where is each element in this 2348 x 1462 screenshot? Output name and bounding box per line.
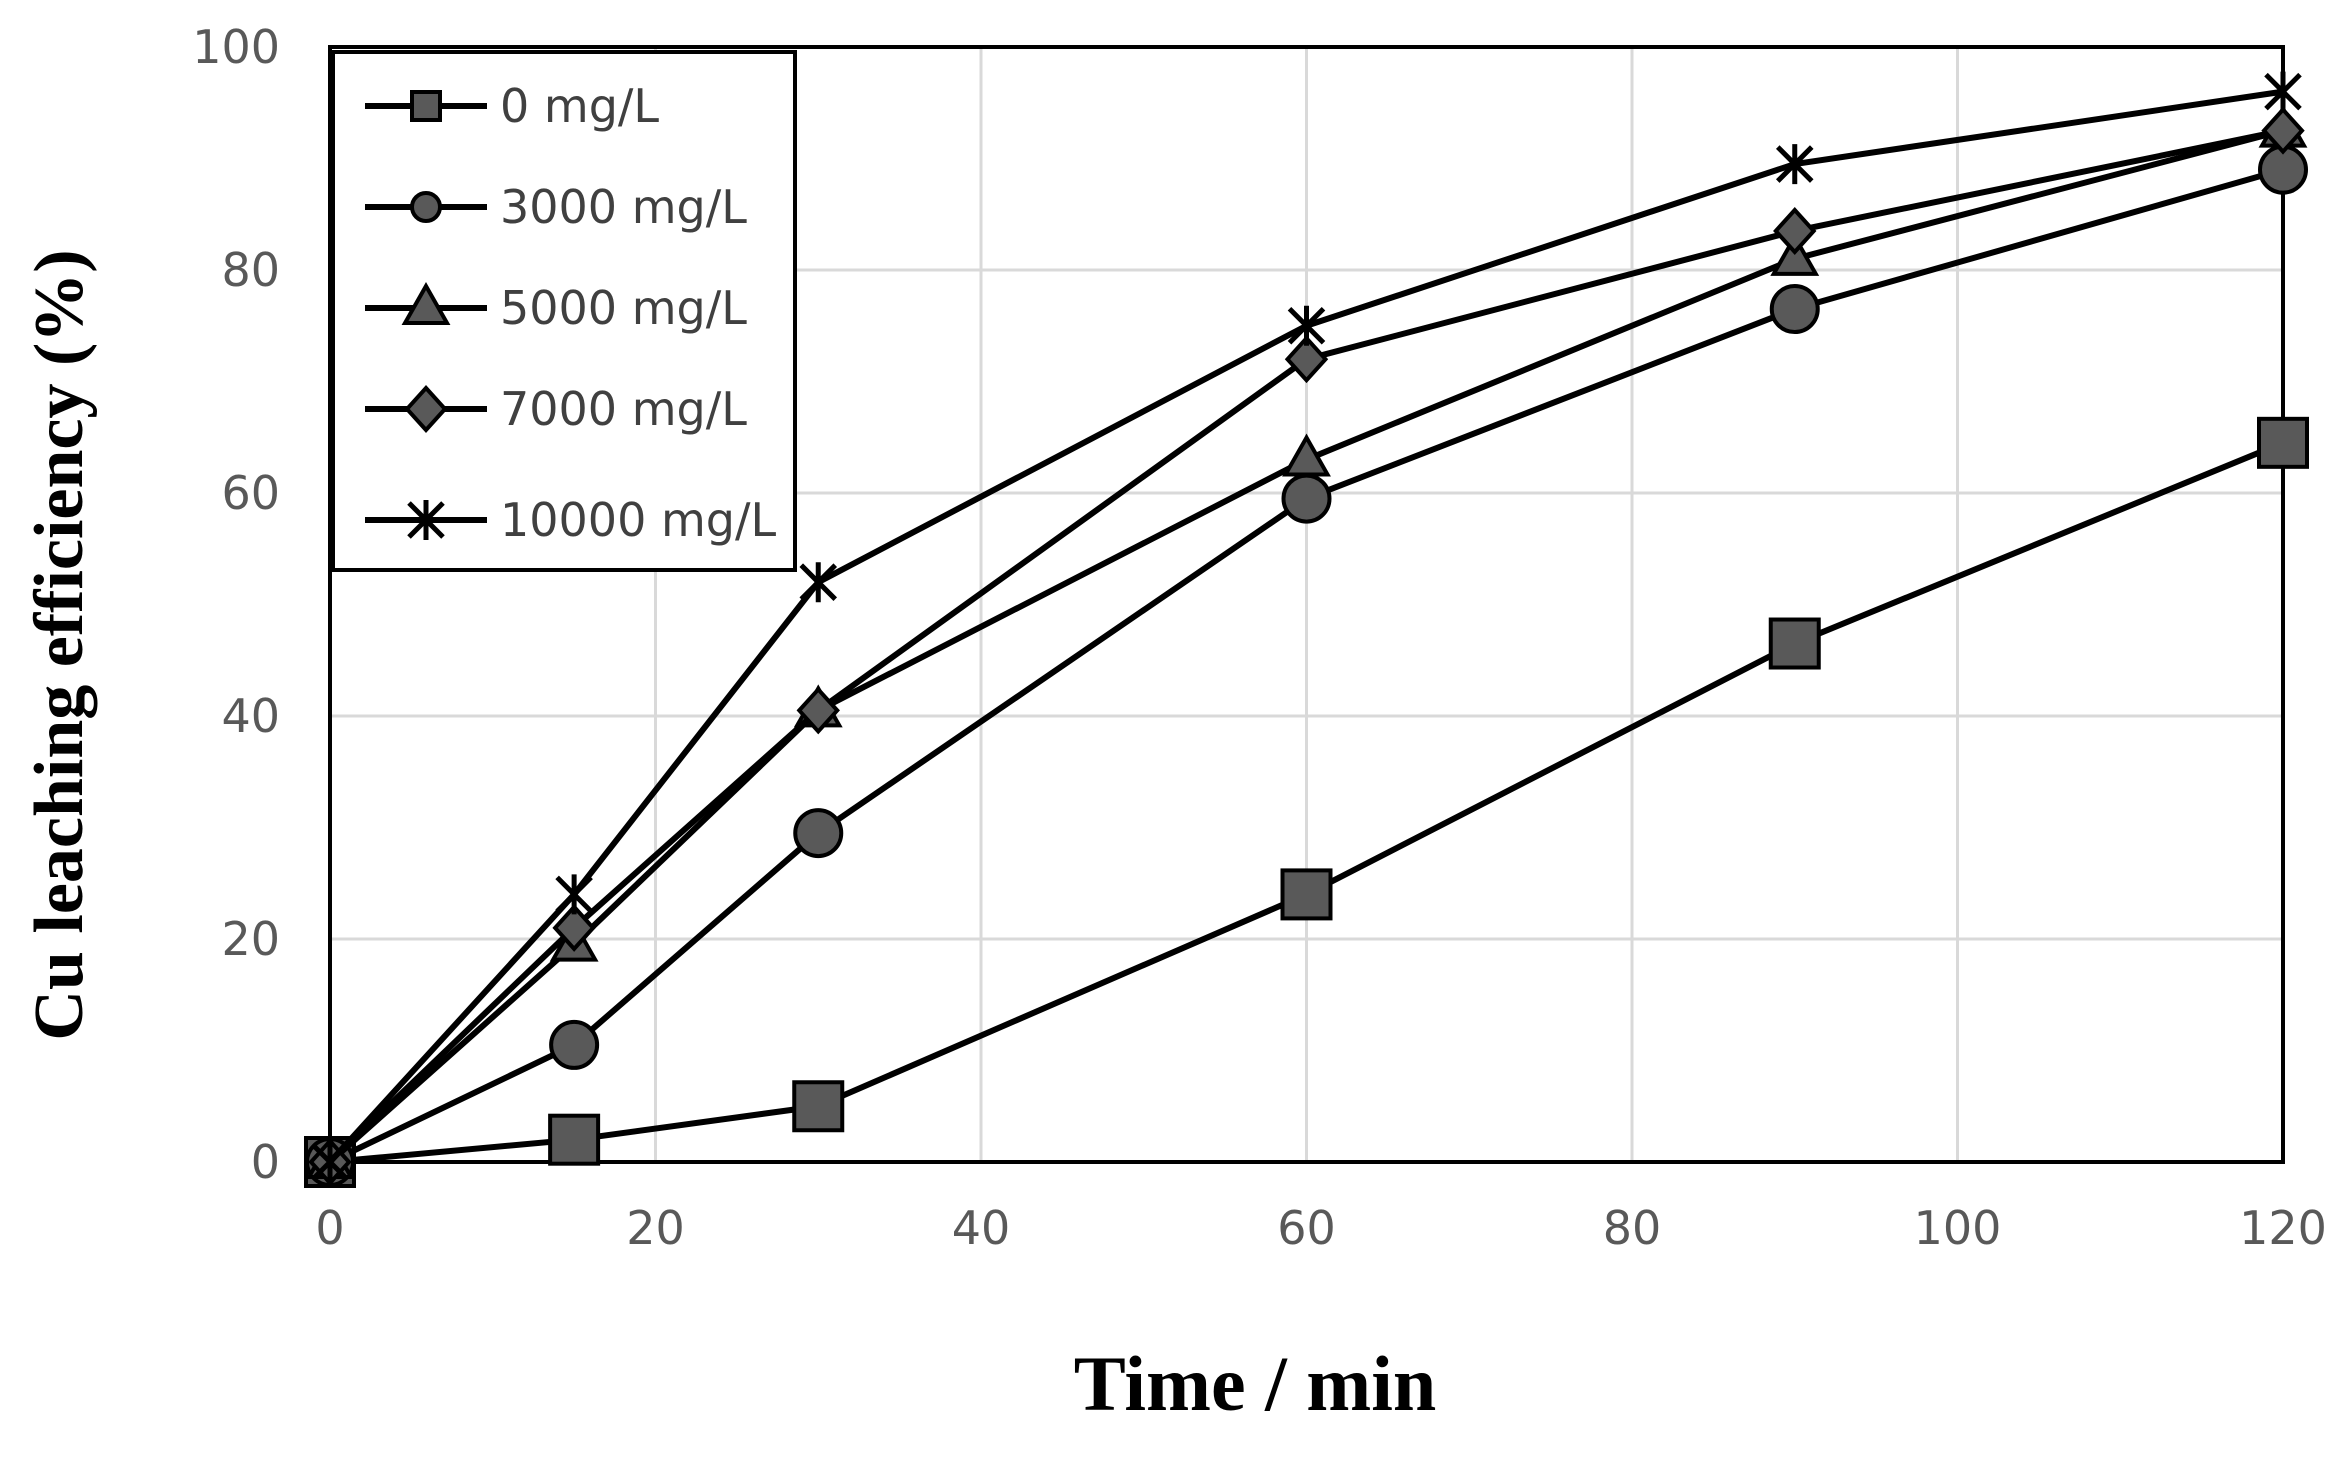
data-point <box>549 1019 600 1070</box>
y-tick-label: 20 <box>221 912 280 966</box>
data-point <box>1282 433 1331 477</box>
y-tick-label: 0 <box>251 1135 280 1189</box>
legend-marker <box>401 281 451 325</box>
legend-label: 3000 mg/L <box>500 180 747 234</box>
legend-item: 0 mg/L <box>365 79 659 133</box>
series-line <box>327 88 2284 1165</box>
data-point <box>792 1080 845 1133</box>
x-tick-label: 100 <box>1914 1201 2002 1255</box>
data-point <box>1281 473 1332 524</box>
series-line <box>327 127 2284 1165</box>
series-line <box>329 440 2285 1165</box>
legend-label: 5000 mg/L <box>500 281 747 335</box>
data-point <box>1773 206 1817 255</box>
y-tick-label: 80 <box>221 243 280 297</box>
x-tick-label: 80 <box>1603 1201 1662 1255</box>
y-tick-label: 100 <box>192 20 280 74</box>
x-tick-label: 120 <box>2239 1201 2327 1255</box>
data-point <box>796 686 840 735</box>
data-point <box>1284 335 1329 384</box>
legend-item: 3000 mg/L <box>365 180 747 234</box>
x-tick-label: 0 <box>315 1201 344 1255</box>
legend-label: 0 mg/L <box>500 79 659 133</box>
data-point <box>1770 232 1820 276</box>
series-line <box>328 166 2284 1165</box>
data-point <box>2261 106 2305 155</box>
data-point <box>552 903 596 952</box>
data-point <box>2264 71 2302 112</box>
legend: 0 mg/L 3000 mg/L 5000 mg/L 7000 mg/L 10000 m… <box>331 50 797 572</box>
legend-marker <box>404 385 448 433</box>
data-point <box>1287 305 1326 346</box>
data-point <box>311 1142 349 1182</box>
plot-area-border <box>328 45 2285 1164</box>
legend-label: 10000 mg/L <box>500 493 776 547</box>
series-star <box>311 71 2302 1182</box>
series-line <box>328 127 2284 1165</box>
legend-item: 10000 mg/L <box>365 493 776 547</box>
y-axis-title: Cu leaching efficiency (%) <box>21 249 98 1040</box>
data-point <box>1775 144 1814 185</box>
y-axis-ticks: 0 20 40 60 80 100 <box>192 20 280 1189</box>
y-tick-label: 60 <box>221 466 280 520</box>
legend-marker <box>410 90 442 122</box>
legend-item: 7000 mg/L <box>365 382 747 436</box>
data-point <box>2257 416 2309 469</box>
legend-marker <box>410 191 442 223</box>
data-point <box>555 874 593 915</box>
x-axis-title: Time / min <box>1074 1340 1437 1427</box>
legend-label: 7000 mg/L <box>500 382 747 436</box>
data-point <box>1280 868 1333 921</box>
data-point <box>548 1113 601 1166</box>
data-point <box>1769 284 1820 335</box>
x-tick-label: 60 <box>1277 1201 1336 1255</box>
x-tick-label: 20 <box>626 1201 685 1255</box>
legend-marker <box>407 500 445 540</box>
x-axis-ticks: 0 20 40 60 80 100 120 <box>315 1201 2327 1255</box>
y-tick-label: 40 <box>221 689 280 743</box>
legend-item: 5000 mg/L <box>365 281 747 335</box>
data-point <box>799 562 838 603</box>
data-point <box>793 808 844 859</box>
data-point <box>1768 617 1821 670</box>
series-group <box>304 71 2309 1188</box>
x-tick-label: 40 <box>952 1201 1011 1255</box>
